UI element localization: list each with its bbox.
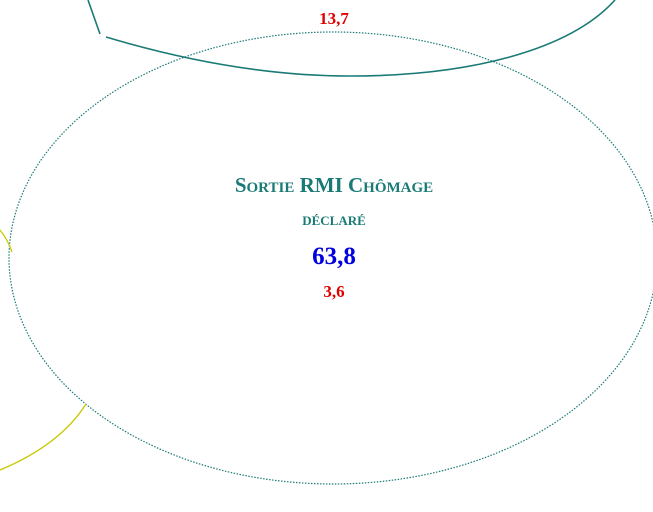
top-ellipse <box>105 0 616 77</box>
node-label: Sortie RMI Chômage <box>235 173 433 197</box>
top-ellipse-edge <box>87 0 101 35</box>
center-ellipse <box>8 31 653 485</box>
side-curve <box>0 403 87 471</box>
node-label: déclaré <box>302 209 366 229</box>
top-value: 13,7 <box>319 9 349 28</box>
node-sub-value: 3,6 <box>323 282 344 301</box>
node-value: 63,8 <box>312 243 356 270</box>
side-curve <box>0 229 13 253</box>
